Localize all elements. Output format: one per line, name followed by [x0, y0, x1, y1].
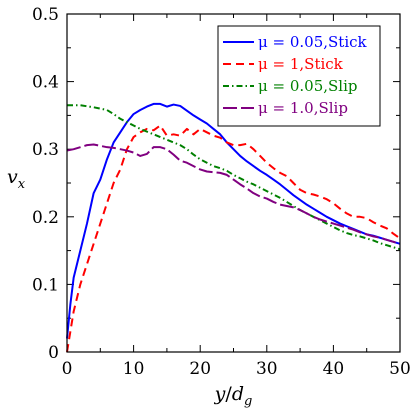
y-axis-label-main: v [7, 166, 18, 188]
x-tick-label: 40 [323, 359, 345, 379]
x-tick-label: 0 [62, 359, 73, 379]
x-tick-label: 20 [189, 359, 211, 379]
legend-label-3: μ = 0.05,Slip [258, 77, 358, 95]
series-line-1 [66, 102, 401, 339]
legend-label-1: μ = 0.05,Stick [258, 33, 368, 51]
legend-label-2: μ = 1,Stick [258, 55, 344, 73]
legend: μ = 0.05,Stick μ = 1,Stick μ = 0.05,Slip μ … [217, 25, 381, 127]
x-axis-label-sub: g [244, 394, 252, 409]
x-axis-label-main: y [214, 383, 226, 405]
legend-label-4: μ = 1.0,Slip [258, 99, 348, 117]
y-tick-label: 0.5 [32, 5, 59, 25]
plot-frame [66, 13, 401, 353]
y-tick-label: 0.3 [32, 140, 59, 160]
series-line-4 [66, 143, 401, 245]
x-tick-label: 50 [389, 359, 411, 379]
y-axis-label-sub: x [18, 177, 26, 192]
x-axis-label: y/dg [214, 383, 253, 409]
series-layer [66, 102, 401, 353]
series-line-2 [66, 124, 401, 353]
y-tick-label: 0.4 [32, 73, 59, 93]
ticks-layer: 0 10 20 30 40 50 0 0.1 0.2 0.3 0.4 0.5 [32, 5, 411, 379]
y-tick-label: 0.1 [32, 275, 59, 295]
x-axis-label-d: d [232, 383, 244, 405]
y-tick-label: 0 [48, 343, 59, 363]
y-tick-label: 0.2 [32, 208, 59, 228]
series-line-3 [67, 104, 401, 251]
y-axis-label: vx [7, 166, 26, 192]
x-tick-label: 10 [123, 359, 145, 379]
x-axis-label-slash: / [225, 383, 232, 405]
x-tick-label: 30 [256, 359, 278, 379]
